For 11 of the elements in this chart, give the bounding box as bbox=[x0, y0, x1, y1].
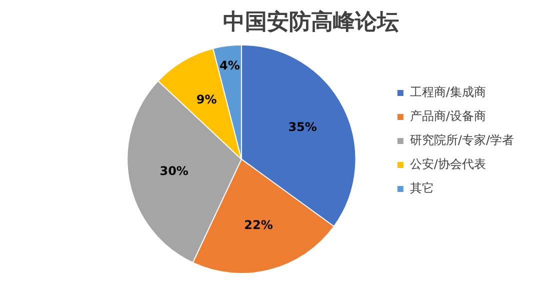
data-label: 30% bbox=[160, 164, 188, 178]
legend-label: 公安/协会代表 bbox=[410, 157, 486, 172]
data-label: 4% bbox=[220, 58, 240, 72]
data-label: 9% bbox=[196, 92, 217, 106]
chart-title: 中国安防高峰论坛 bbox=[223, 8, 399, 35]
data-label: 22% bbox=[244, 218, 273, 232]
legend-label: 产品商/设备商 bbox=[410, 109, 486, 124]
legend-label: 其它 bbox=[410, 181, 434, 196]
legend-label: 研究院所/专家/学者 bbox=[410, 133, 514, 148]
data-label: 35% bbox=[288, 120, 317, 134]
legend-label: 工程商/集成商 bbox=[410, 85, 486, 100]
